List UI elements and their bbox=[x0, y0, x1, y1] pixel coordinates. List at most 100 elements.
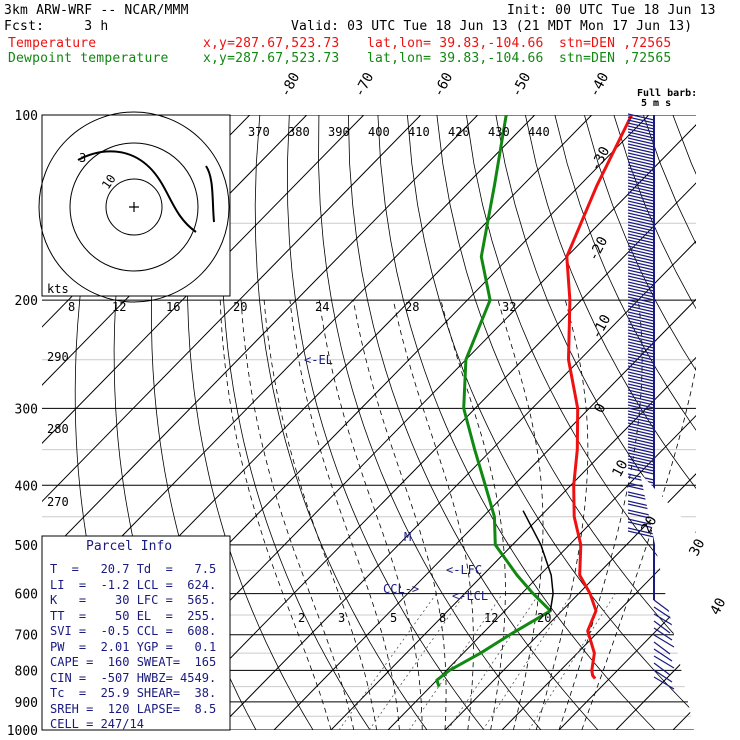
isotherm-label: -10 bbox=[588, 312, 614, 342]
wind-barb bbox=[627, 125, 655, 133]
wind-barb bbox=[627, 416, 655, 424]
dry-adiabat bbox=[254, 115, 428, 730]
wind-barb bbox=[627, 212, 655, 220]
wind-barb bbox=[627, 467, 655, 475]
pressure-tick-label: 1000 bbox=[7, 724, 38, 739]
isotherm-line bbox=[501, 531, 696, 730]
pressure-tick-label: 300 bbox=[15, 402, 38, 417]
hodograph-speed-tick: 20 bbox=[233, 300, 247, 314]
isotherm-line bbox=[558, 589, 696, 730]
wind-barb bbox=[627, 371, 655, 379]
wind-barb bbox=[627, 119, 655, 127]
corner-mask bbox=[640, 473, 740, 740]
parcel-info-row: PW = 2.01 YGP = 0.1 bbox=[50, 639, 217, 654]
wind-barb bbox=[627, 191, 655, 199]
wind-barb bbox=[627, 353, 655, 361]
isotherm-label: 40 bbox=[707, 595, 729, 617]
wind-barb bbox=[627, 254, 655, 262]
wind-barb bbox=[653, 641, 671, 655]
wind-barb bbox=[653, 606, 673, 620]
parcel-info-row: K = 30 LFC = 565. bbox=[50, 593, 217, 607]
wind-barb bbox=[627, 461, 655, 469]
dry-adiabat-label: 290 bbox=[47, 350, 69, 364]
barb-legend-title: Full barb: bbox=[637, 88, 697, 99]
wind-barb bbox=[627, 521, 655, 529]
wind-barb bbox=[627, 389, 655, 397]
wind-barb bbox=[627, 215, 655, 223]
dry-adiabat bbox=[407, 115, 696, 715]
wind-barb bbox=[627, 113, 655, 121]
wind-barb bbox=[653, 669, 673, 683]
wind-barb bbox=[627, 338, 655, 346]
wind-barb bbox=[627, 296, 655, 304]
wind-barb bbox=[627, 230, 655, 238]
wind-barb bbox=[627, 233, 655, 241]
moist-adiabat bbox=[219, 300, 332, 730]
dewpoint-xy: x,y=287.67,523.73 bbox=[203, 51, 340, 66]
pressure-tick-label: 200 bbox=[15, 294, 38, 309]
theta-label: 420 bbox=[448, 125, 470, 139]
mixing-ratio-line bbox=[368, 593, 466, 730]
wind-barb bbox=[627, 203, 655, 211]
wind-barb bbox=[627, 122, 655, 130]
wind-barb bbox=[627, 305, 655, 313]
temperature-legend: Temperature bbox=[8, 36, 97, 51]
wind-barb bbox=[627, 428, 655, 436]
wind-barb bbox=[627, 407, 655, 415]
moist-adiabat bbox=[289, 300, 400, 730]
dewpoint-station: stn=DEN ,72565 bbox=[559, 51, 672, 66]
wind-barb bbox=[627, 434, 655, 442]
wind-barb bbox=[653, 613, 675, 627]
wind-barb bbox=[627, 380, 655, 388]
wind-barb bbox=[627, 326, 655, 334]
pressure-tick-label: 700 bbox=[15, 629, 38, 644]
dry-adiabat bbox=[584, 115, 696, 372]
dewpoint-profile bbox=[435, 115, 552, 688]
mixing-ratio-label: 2 bbox=[298, 611, 305, 625]
wind-barb bbox=[627, 413, 655, 421]
wind-barb bbox=[627, 401, 655, 409]
wind-barb bbox=[627, 290, 655, 298]
temperature-xy: x,y=287.67,523.73 bbox=[203, 36, 340, 51]
wind-barb bbox=[627, 458, 655, 466]
wind-barb bbox=[627, 185, 655, 193]
temperature-latlon: lat,lon= 39.83,-104.66 bbox=[367, 36, 544, 51]
hodograph-ring bbox=[105, 178, 163, 236]
parcel-info-row: CAPE = 160 SWEAT= 165 bbox=[50, 655, 217, 669]
moist-adiabat bbox=[240, 300, 355, 730]
isotherm-line bbox=[42, 115, 536, 619]
wind-barb bbox=[627, 260, 655, 268]
wind-barb bbox=[627, 278, 655, 286]
mixing-ratio-line bbox=[447, 593, 540, 730]
hodograph-speed-tick: 12 bbox=[112, 300, 126, 314]
wind-barb bbox=[627, 398, 655, 406]
parcel-info-row: LI = -1.2 LCL = 624. bbox=[50, 577, 217, 592]
wind-barb bbox=[627, 131, 655, 139]
init-time: Init: 00 UTC Tue 18 Jun 13 bbox=[507, 3, 716, 18]
wind-barb bbox=[627, 188, 655, 196]
wind-barb bbox=[627, 527, 655, 535]
wind-barb bbox=[627, 422, 655, 430]
mixing-ratio-label: 3 bbox=[338, 611, 345, 625]
isotherm-label: 0 bbox=[591, 401, 609, 416]
wind-barb bbox=[627, 476, 655, 484]
theta-label: 430 bbox=[488, 125, 510, 139]
isotherm-line bbox=[216, 240, 696, 730]
wind-barb bbox=[627, 287, 655, 295]
wind-barb bbox=[627, 146, 655, 154]
wind-barb bbox=[627, 302, 655, 310]
parcel-info-row: SVI = -0.5 CCL = 608. bbox=[50, 624, 217, 638]
wind-barb bbox=[627, 455, 655, 463]
parcel-info-row: TT = 50 EL = 255. bbox=[50, 608, 217, 623]
parcel-info-row: T = 20.7 Td = 7.5 bbox=[50, 562, 217, 576]
wind-barb bbox=[627, 320, 655, 328]
wind-barb bbox=[627, 518, 655, 526]
hodograph-ring bbox=[69, 142, 199, 272]
wind-barb bbox=[653, 599, 671, 613]
mixing-ratio-label: 20 bbox=[537, 611, 551, 625]
isotherm-line bbox=[42, 115, 479, 561]
temperature-station: stn=DEN ,72565 bbox=[559, 36, 672, 51]
theta-label: 380 bbox=[288, 125, 310, 139]
wind-barb bbox=[627, 164, 655, 172]
